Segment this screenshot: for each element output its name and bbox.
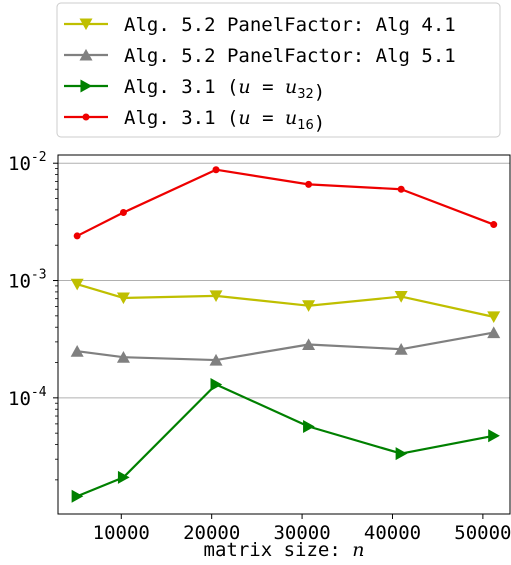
axes-frame — [57, 154, 511, 515]
data-point — [394, 342, 408, 355]
series-2 — [70, 326, 501, 366]
series-4 — [73, 166, 498, 240]
data-point — [394, 291, 408, 303]
data-point — [490, 221, 498, 229]
legend: Alg. 5.2 PanelFactor: Alg 4.1 Alg. 5.2 Pa… — [56, 2, 501, 138]
data-point — [395, 447, 408, 461]
series-line — [76, 383, 494, 498]
data-point — [209, 290, 223, 303]
series-line — [76, 283, 494, 318]
legend-marker — [80, 79, 93, 93]
data-point — [116, 292, 130, 305]
data-point — [212, 166, 220, 174]
x-tick-label: 40000 — [364, 522, 421, 544]
data-point — [487, 311, 501, 324]
legend-entry: Alg. 3.1 (u = u32) — [124, 76, 325, 103]
data-point — [119, 209, 127, 217]
data-point — [71, 489, 84, 503]
data-point — [302, 338, 316, 351]
legend-marker — [79, 18, 93, 31]
data-point — [70, 344, 84, 357]
data-point — [302, 300, 316, 312]
x-tick-label: 30000 — [273, 522, 330, 544]
legend-entry: Alg. 3.1 (u = u16) — [124, 107, 325, 134]
legend-marker — [79, 48, 93, 61]
x-tick-label: 20000 — [183, 522, 240, 544]
x-axis-ticks: 10000 20000 30000 40000 50000 — [93, 514, 511, 544]
series-layer — [70, 166, 501, 503]
series-line — [77, 331, 494, 362]
y-axis-ticks: 10-4 10-3 10-2 — [8, 150, 58, 481]
data-point — [397, 185, 405, 193]
legend-box — [56, 2, 501, 138]
data-point — [70, 278, 84, 291]
y-tick-label: 10-3 — [8, 268, 47, 293]
data-point — [117, 470, 130, 484]
legend-entry: Alg. 5.2 PanelFactor: Alg 5.1 — [124, 45, 456, 67]
legend-entry: Alg. 5.2 PanelFactor: Alg 4.1 — [124, 14, 456, 36]
y-tick-label: 10-2 — [8, 150, 47, 175]
x-tick-label: 50000 — [454, 522, 511, 544]
series-1 — [70, 278, 501, 324]
data-point — [209, 353, 223, 366]
series-3 — [71, 377, 500, 503]
data-point — [305, 180, 313, 188]
data-point — [487, 326, 501, 339]
series-line — [76, 168, 495, 237]
data-point — [73, 232, 81, 240]
y-tick-label: 10-4 — [8, 385, 47, 410]
legend-marker — [82, 113, 90, 121]
data-point — [488, 429, 500, 443]
x-tick-label: 10000 — [93, 522, 150, 544]
x-axis-label: matrix size: n — [204, 539, 365, 561]
data-point — [303, 419, 315, 433]
data-point — [210, 377, 223, 391]
data-point — [116, 351, 130, 363]
grid-lines — [58, 162, 510, 399]
